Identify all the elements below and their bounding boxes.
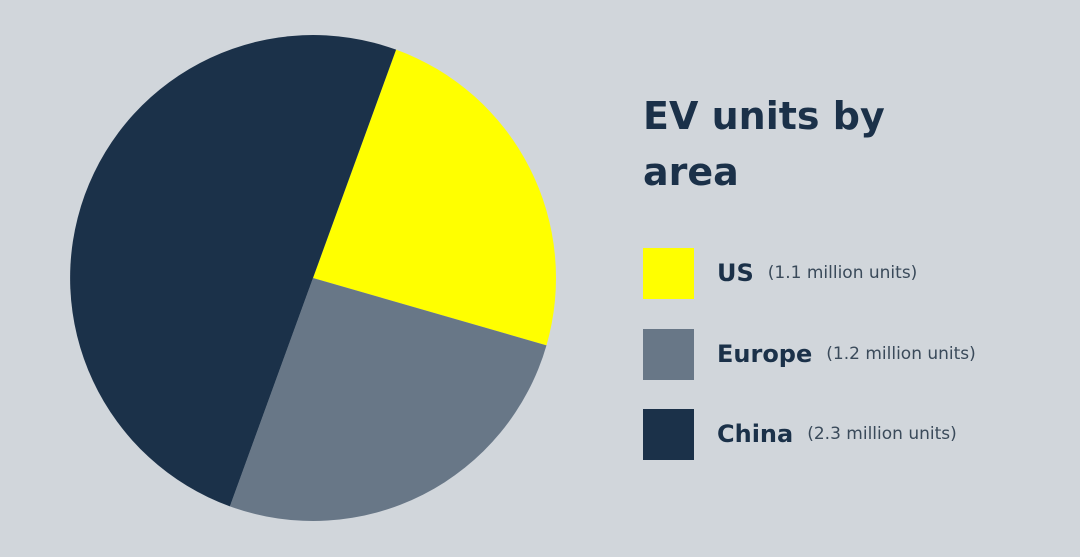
- pie-slice-us: [313, 49, 556, 346]
- legend-detail-europe: (1.2 million units): [826, 344, 976, 364]
- legend-swatch-china: [643, 408, 694, 460]
- legend-detail-china: (2.3 million units): [807, 424, 957, 444]
- legend-swatch-us: [643, 247, 694, 299]
- legend-detail-us: (1.1 million units): [767, 263, 918, 283]
- legend-label-europe: Europe: [717, 340, 813, 368]
- pie-slices: [70, 35, 556, 522]
- pie-slice-china: [70, 35, 397, 507]
- legend-swatch-europe: [643, 328, 694, 380]
- legend-label-china: China: [717, 420, 794, 448]
- legend-item-us: US (1.1 million units): [643, 247, 917, 299]
- pie-slice-europe: [229, 278, 547, 522]
- legend-label-us: US: [717, 259, 754, 287]
- legend-item-europe: Europe (1.2 million units): [643, 328, 976, 380]
- chart-title: EV units by area: [643, 94, 885, 194]
- legend-item-china: China (2.3 million units): [643, 408, 957, 460]
- pie-chart: [70, 35, 556, 522]
